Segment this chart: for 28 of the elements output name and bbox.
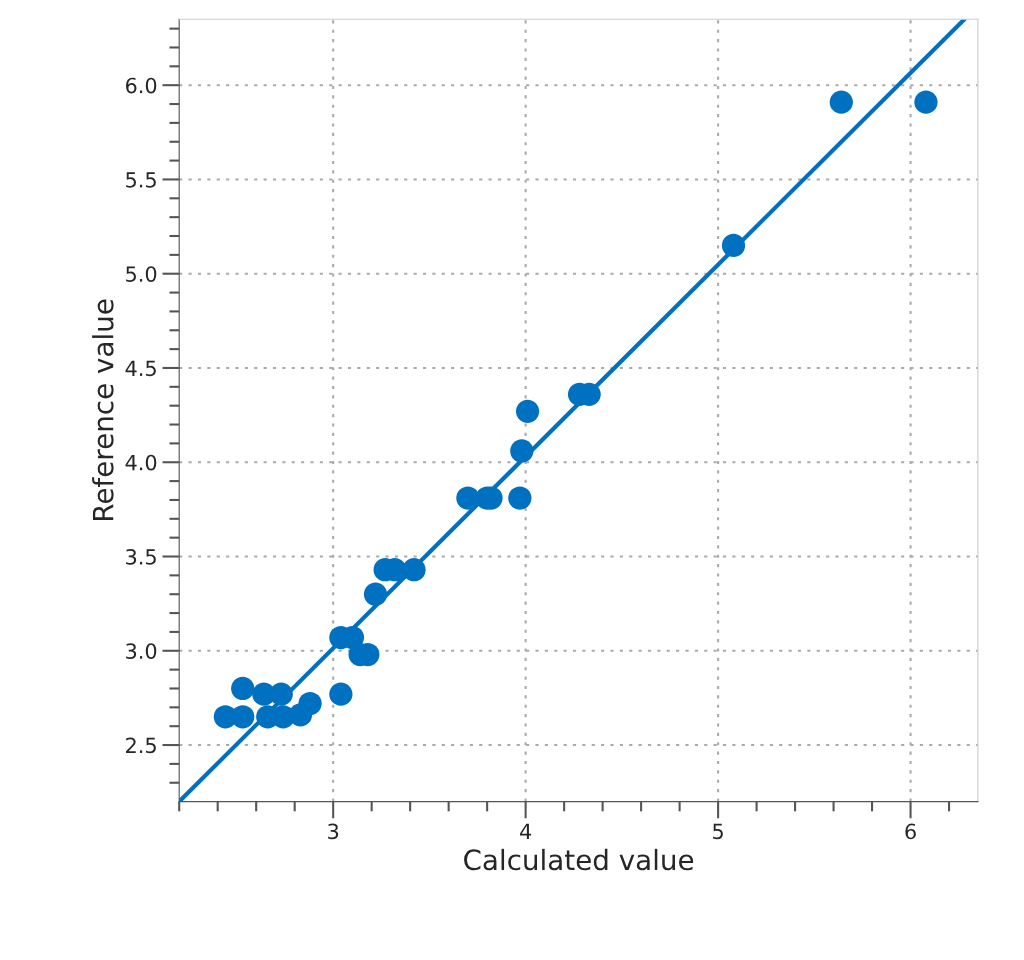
point bbox=[515, 399, 540, 423]
y-tick-label: 4.0 bbox=[125, 454, 157, 471]
point bbox=[231, 676, 255, 701]
point bbox=[829, 90, 853, 114]
y-tick-label: 3.0 bbox=[126, 643, 157, 659]
y-tick-label: 6.0 bbox=[126, 77, 157, 94]
point bbox=[456, 486, 480, 510]
point bbox=[231, 705, 255, 729]
point bbox=[510, 439, 534, 463]
y-tick-label: 4.5 bbox=[125, 360, 156, 377]
y-tick-label: 5.0 bbox=[126, 266, 157, 282]
point bbox=[508, 486, 532, 510]
y-tick-label: 2.5 bbox=[126, 737, 156, 754]
x-axis-title: Calculated value bbox=[464, 848, 694, 871]
y-axis-title: Reference value bbox=[92, 299, 114, 520]
x-tick-label: 4 bbox=[520, 823, 532, 839]
x-tick-label: 6 bbox=[905, 823, 916, 840]
y-tick-label: 3.5 bbox=[126, 548, 156, 565]
x-tick-label: 5 bbox=[713, 823, 723, 840]
point bbox=[298, 691, 322, 716]
point bbox=[402, 558, 426, 582]
point bbox=[269, 682, 293, 706]
point bbox=[721, 233, 746, 258]
x-tick-label: 3 bbox=[328, 823, 339, 840]
point bbox=[329, 682, 353, 706]
point bbox=[914, 90, 938, 114]
point bbox=[363, 582, 388, 606]
y-tick-label: 5.5 bbox=[126, 172, 156, 188]
